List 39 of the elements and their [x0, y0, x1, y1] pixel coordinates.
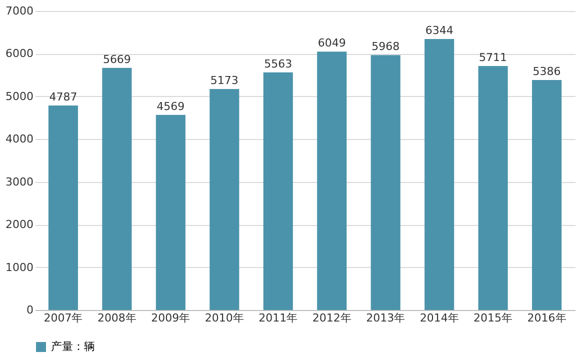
data-label: 5669 — [102, 52, 131, 66]
y-tick-label: 5000 — [6, 90, 34, 103]
x-tick-label: 2013年 — [366, 312, 406, 324]
data-label: 5173 — [210, 74, 238, 88]
x-tick-label: 2014年 — [420, 312, 459, 324]
x-tick-label: 2011年 — [258, 312, 298, 324]
y-tick-label: 2000 — [6, 218, 34, 232]
x-tick-label: 2015年 — [474, 312, 513, 324]
data-label: 6049 — [318, 36, 346, 50]
legend-label: 产量：辆 — [51, 340, 95, 353]
x-tick-label: 2009年 — [151, 312, 190, 324]
bar — [424, 39, 454, 310]
y-tick-label: 7000 — [6, 4, 34, 18]
bar — [48, 106, 78, 310]
data-label: 5968 — [372, 40, 400, 54]
y-tick-label: 6000 — [6, 47, 34, 60]
data-label: 5386 — [532, 64, 561, 78]
data-label: 5711 — [479, 51, 508, 64]
data-label: 5563 — [264, 57, 292, 70]
y-tick-label: 0 — [26, 304, 34, 316]
bar — [210, 89, 240, 310]
y-tick-label: 4000 — [6, 132, 34, 146]
bar — [317, 52, 347, 310]
bar — [532, 80, 562, 310]
data-label: 4569 — [156, 100, 185, 113]
y-tick-label: 3000 — [6, 175, 34, 188]
x-tick-label: 2008年 — [97, 312, 136, 324]
bar — [478, 66, 508, 310]
bar — [370, 55, 400, 310]
y-tick-label: 1000 — [6, 260, 34, 274]
bar — [263, 72, 293, 310]
data-label: 4787 — [49, 90, 78, 104]
x-tick-label: 2007年 — [44, 312, 83, 324]
data-label: 6344 — [425, 24, 454, 38]
x-tick-label: 2016年 — [527, 312, 566, 324]
x-tick-label: 2012年 — [312, 312, 352, 324]
bar — [156, 114, 186, 310]
x-tick-label: 2010年 — [204, 312, 244, 324]
bar — [102, 68, 132, 310]
